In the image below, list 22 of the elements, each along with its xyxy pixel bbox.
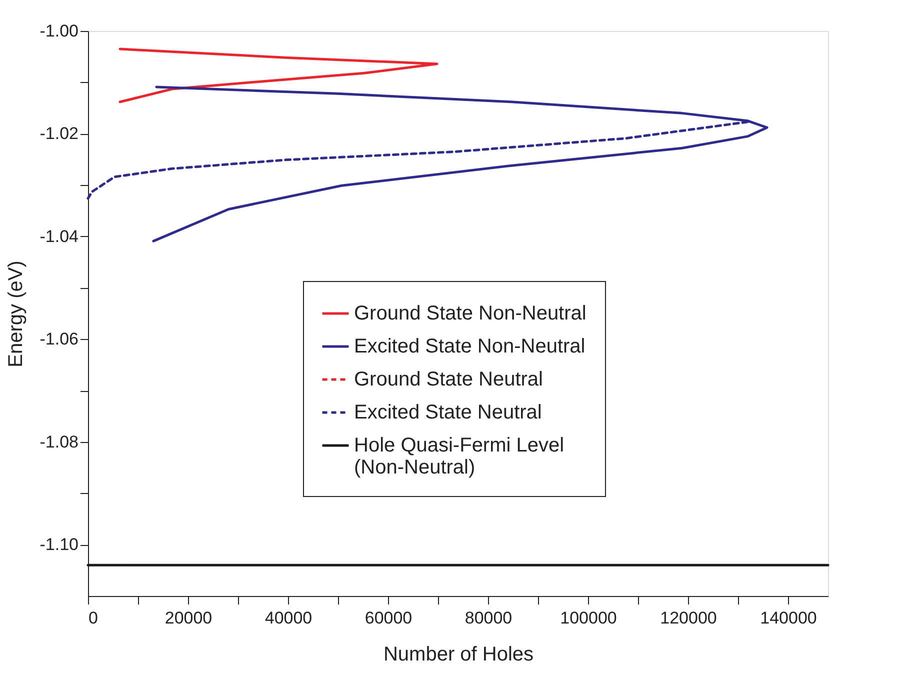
y-tick-label: -1.06 xyxy=(40,330,78,349)
x-axis-title: Number of Holes xyxy=(383,644,534,666)
x-tick-label: 140000 xyxy=(760,608,817,628)
x-tick-label: 100000 xyxy=(560,608,617,628)
x-tick-label: 80000 xyxy=(464,608,512,628)
y-tick-label: -1.02 xyxy=(40,124,78,144)
legend-label: Excited State Neutral xyxy=(354,402,542,424)
y-tick-label: -1.08 xyxy=(40,432,78,452)
y-tick-label: -1.10 xyxy=(40,535,78,554)
x-tick-label: 0 xyxy=(88,608,98,628)
x-tick-label: 20000 xyxy=(164,608,212,628)
legend-label: Ground State Neutral xyxy=(354,368,543,390)
x-tick-label: 120000 xyxy=(660,608,717,628)
legend-label: Ground State Non-Neutral xyxy=(354,302,586,324)
x-tick-label: 40000 xyxy=(264,608,312,628)
legend-label: Hole Quasi-Fermi Level (Non-Neutral) xyxy=(354,434,564,478)
x-tick-label: 60000 xyxy=(364,608,412,628)
y-tick-label: -1.00 xyxy=(40,22,78,40)
legend-label: Excited State Non-Neutral xyxy=(354,336,586,358)
line-series xyxy=(118,48,438,104)
y-axis-title: Energy (eV) xyxy=(4,260,27,368)
y-tick-label: -1.04 xyxy=(40,226,78,246)
